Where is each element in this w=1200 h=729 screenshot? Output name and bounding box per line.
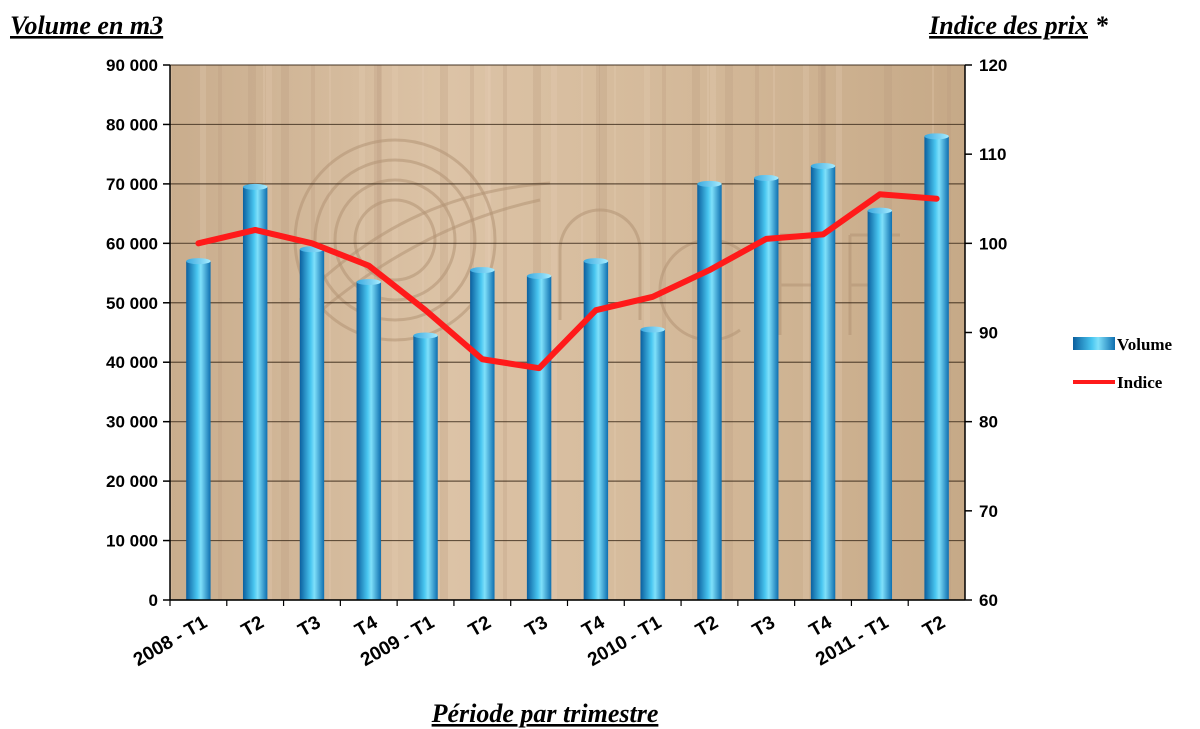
- wood-grain-streak: [218, 65, 222, 600]
- x-tick-label: T3: [749, 612, 779, 641]
- left-tick-label: 10 000: [106, 532, 158, 551]
- x-tick-label: T3: [522, 612, 552, 641]
- wood-grain-streak: [947, 65, 951, 600]
- right-tick-label: 60: [979, 591, 998, 610]
- left-tick-label: 20 000: [106, 472, 158, 491]
- right-tick-label: 90: [979, 324, 998, 343]
- x-tick-label: 2008 - T1: [130, 612, 211, 671]
- wood-grain-streak: [266, 65, 272, 600]
- legend-swatch-indice: [1073, 380, 1115, 384]
- indice-series-line: [195, 191, 940, 372]
- wood-grain-streak: [692, 65, 700, 600]
- volume-bar: [299, 249, 325, 600]
- legend: Volume Indice: [1073, 335, 1173, 392]
- wood-grain-streak: [551, 65, 557, 600]
- wood-grain-streak: [170, 65, 172, 600]
- left-tick-label: 70 000: [106, 175, 158, 194]
- volume-bar: [470, 270, 495, 600]
- volume-bar-cap: [583, 258, 609, 265]
- wood-grain-streak: [836, 65, 842, 600]
- volume-bar-cap: [413, 332, 438, 339]
- right-tick-label: 70: [979, 502, 998, 521]
- wood-grain-streak: [422, 65, 424, 600]
- volume-bar-cap: [242, 183, 268, 190]
- wood-grain-streak: [503, 65, 507, 600]
- wood-grain-streak: [329, 65, 331, 600]
- x-tick-label: T3: [295, 612, 325, 641]
- wood-grain-streak: [392, 65, 398, 600]
- right-tick-label: 120: [979, 56, 1007, 75]
- volume-bar: [526, 276, 552, 600]
- right-axis-ticks: 60 70 80 90 100 110 120: [965, 56, 1007, 610]
- right-axis-title-group: Indice des prix: [928, 11, 1088, 40]
- volume-bar: [924, 136, 949, 601]
- x-tick-label: T2: [919, 612, 949, 641]
- volume-bar-cap: [186, 258, 211, 265]
- volume-bar: [186, 261, 211, 600]
- x-tick-label: T2: [238, 612, 268, 641]
- legend-item-volume[interactable]: Volume: [1073, 335, 1173, 354]
- volume-bar: [640, 329, 665, 600]
- plot-background: [170, 65, 965, 600]
- legend-item-indice[interactable]: Indice: [1073, 373, 1163, 392]
- x-tick-label: T4: [806, 612, 836, 641]
- x-tick-label: T2: [692, 612, 722, 641]
- volume-bar-cap: [356, 278, 381, 285]
- wood-grain-streak: [440, 65, 448, 600]
- left-tick-label: 80 000: [106, 115, 158, 134]
- right-axis-title-marker: *: [1096, 11, 1109, 40]
- wood-grain-streak: [281, 65, 289, 600]
- x-tick-label: T2: [465, 612, 495, 641]
- volume-bar-cap: [470, 267, 495, 274]
- legend-label-indice: Indice: [1117, 373, 1163, 392]
- left-axis-title: Volume en m3: [10, 11, 163, 40]
- volume-bar: [697, 183, 722, 600]
- volume-bar: [356, 281, 381, 600]
- right-tick-label: 80: [979, 413, 998, 432]
- volume-bar-cap: [697, 180, 722, 187]
- left-tick-label: 0: [149, 591, 158, 610]
- volume-bar-cap: [526, 273, 552, 280]
- legend-label-volume: Volume: [1117, 335, 1173, 354]
- volume-bar-cap: [867, 207, 893, 214]
- volume-bar: [810, 166, 836, 601]
- wood-grain-streak: [581, 65, 583, 600]
- x-tick-label: T4: [352, 612, 382, 641]
- right-axis-title: Indice des prix: [928, 11, 1088, 40]
- left-tick-label: 40 000: [106, 353, 158, 372]
- volume-bar-cap: [810, 163, 836, 170]
- right-tick-label: 110: [979, 145, 1006, 164]
- wood-grain-streak: [614, 65, 616, 600]
- volume-bar: [867, 210, 893, 600]
- x-axis-title: Période par trimestre: [431, 699, 659, 728]
- left-tick-label: 50 000: [106, 294, 158, 313]
- right-tick-label: 100: [979, 234, 1007, 253]
- plot-area: [170, 65, 965, 600]
- x-tick-label: T4: [579, 612, 609, 641]
- volume-bar: [754, 177, 779, 600]
- left-tick-label: 30 000: [106, 413, 158, 432]
- left-tick-label: 60 000: [106, 234, 158, 253]
- volume-bar-cap: [924, 133, 949, 140]
- volume-bar-cap: [640, 326, 665, 333]
- indice-line: [195, 191, 940, 372]
- volume-bar: [413, 335, 438, 600]
- left-axis-ticks: 0 10 000 20 000 30 000 40 000 50 000 60 000 70 …: [106, 56, 170, 610]
- wood-grain-streak: [803, 65, 809, 600]
- volume-bar: [242, 186, 268, 600]
- volume-bars: [186, 133, 949, 601]
- wood-grain-streak: [725, 65, 733, 600]
- volume-bar-cap: [754, 174, 779, 181]
- left-tick-label: 90 000: [106, 56, 158, 75]
- legend-swatch-volume: [1073, 337, 1115, 350]
